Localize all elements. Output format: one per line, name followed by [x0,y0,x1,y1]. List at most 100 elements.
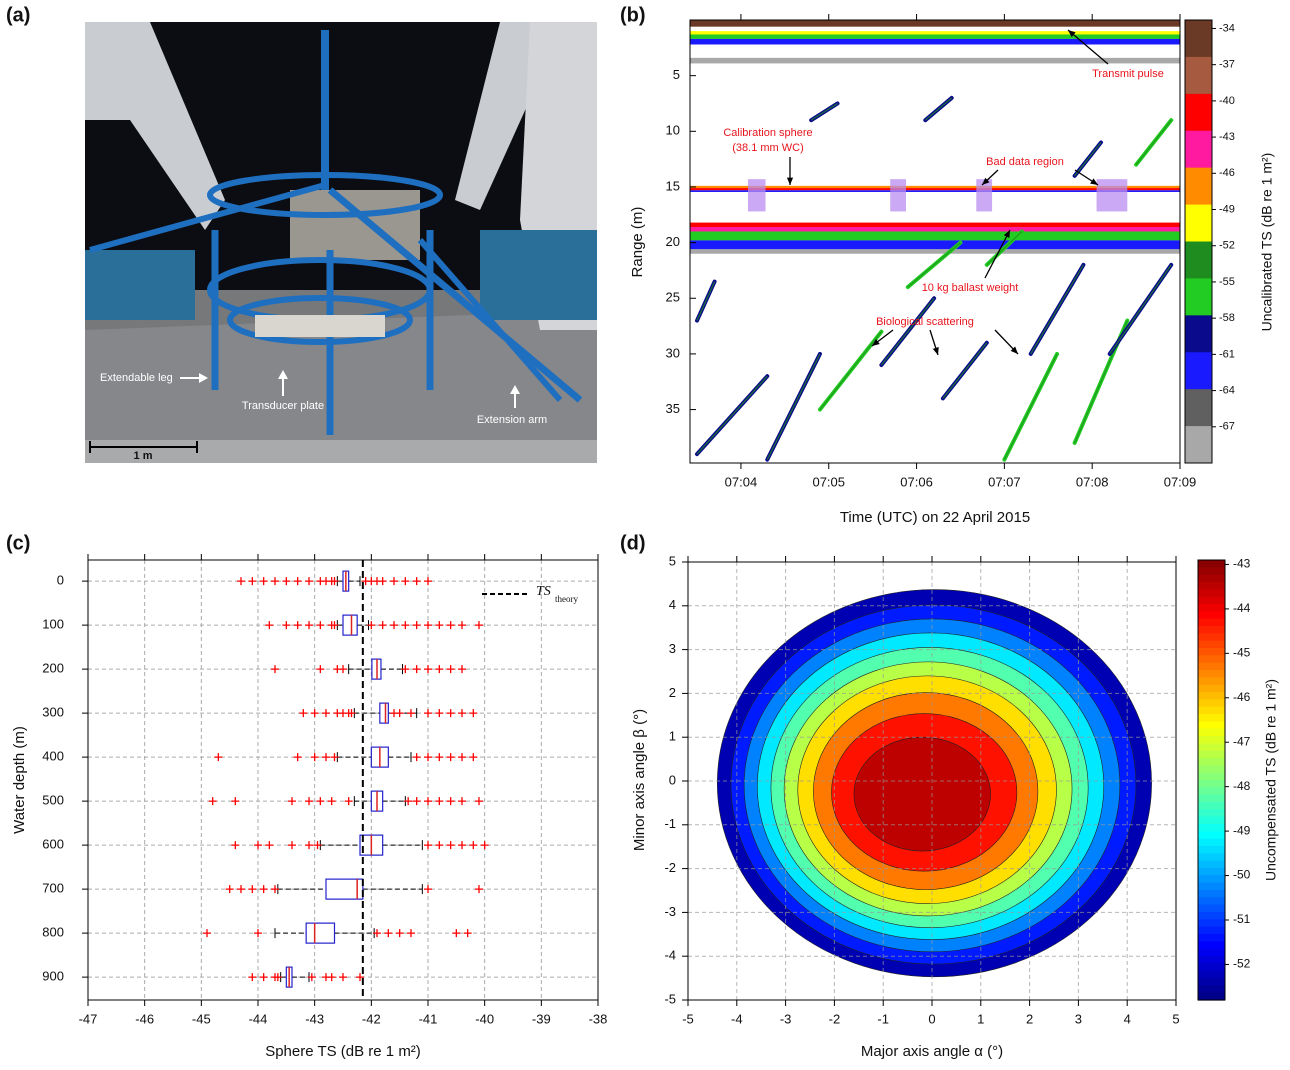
colorbar-tick-label: -34 [1219,22,1235,34]
x-tick-label: 4 [1124,1011,1131,1026]
y-tick-label: -1 [664,816,676,831]
outlier [412,753,421,762]
colorbar-slice [1198,802,1225,810]
outlier [458,709,466,718]
colorbar-slice [1198,897,1225,906]
echo-band [690,222,1180,228]
annotation-arrowhead [1090,178,1098,185]
colorbar-slice [1198,736,1225,744]
y-tick-label: 0 [57,573,64,588]
colorbar-tick-label: -37 [1219,59,1235,71]
panel-label: (c) [6,532,30,554]
outlier [259,973,268,982]
colorbar-tick-label: -49 [1233,823,1251,837]
y-tick-label: 35 [666,401,680,416]
outlier [259,577,268,586]
colorbar-slice [1198,743,1225,752]
y-tick-label: -2 [664,860,676,875]
colorbar-slice [1198,838,1225,847]
colorbar-slice [1198,589,1225,598]
x-tick-label: -44 [249,1011,268,1026]
colorbar-slice [1198,714,1225,722]
outlier [259,885,268,894]
outlier [273,973,282,982]
annotation-arrowhead [872,339,880,346]
x-tick-label: -47 [79,1011,98,1026]
colorbar-slice [1198,992,1225,1001]
colorbar-tick-label: -49 [1219,203,1235,215]
colorbar-tick-label: -58 [1219,312,1235,324]
outlier [446,841,455,850]
fish-track-core [1030,264,1084,355]
annotation-arrow [984,229,1011,279]
annotation-arrowhead [932,347,939,355]
outlier [458,753,466,762]
colorbar-slice [1198,699,1225,708]
y-axis-title: Minor axis angle β (°) [631,709,648,851]
outlier [288,841,296,850]
colorbar-tick-label: -51 [1233,912,1251,926]
x-tick-label: -5 [682,1011,694,1026]
colorbar-swatch [1185,352,1212,390]
x-tick-label: -38 [589,1011,608,1026]
outlier [469,709,478,718]
x-tick-label: -4 [731,1011,743,1026]
colorbar-slice [1198,728,1225,737]
outlier [310,753,319,762]
x-tick-label: 1 [977,1011,984,1026]
colorbar-slice [1198,662,1225,671]
colorbar-tick-label: -46 [1233,690,1251,704]
outlier [237,577,245,586]
colorbar-slice [1198,868,1225,876]
y-tick-label: 30 [666,345,680,360]
colorbar-swatch [1185,315,1212,353]
y-tick-label: 5 [669,553,676,568]
colorbar-slice [1198,919,1225,928]
outlier [367,621,376,630]
colorbar-slice [1198,846,1225,854]
outlier [378,621,387,630]
annotation-arrowhead [1068,30,1076,38]
outlier [424,841,432,850]
colorbar-tick-label: -61 [1219,348,1235,360]
outlier [322,753,330,762]
x-tick-label: 2 [1026,1011,1033,1026]
outlier [305,577,313,586]
colorbar-tick-label: -48 [1233,779,1251,793]
colorbar-slice [1198,721,1225,730]
y-tick-label: 700 [42,881,64,896]
outlier [412,621,421,630]
colorbar-slice [1198,853,1225,862]
x-axis-title: Major axis angle α (°) [861,1043,1003,1060]
x-tick-label: 07:06 [900,474,933,489]
x-tick-label: 07:04 [725,474,758,489]
outlier [237,885,245,894]
annotation-arrowhead [786,177,794,185]
colorbar-slice [1198,912,1225,920]
outlier [339,665,347,674]
y-tick-label: 15 [666,178,680,193]
colorbar-slice [1198,765,1225,774]
colorbar-swatch [1185,167,1212,206]
outlier [412,797,421,806]
outlier [330,577,339,586]
colorbar-slice [1198,831,1225,840]
outlier [435,709,444,718]
outlier [327,973,336,982]
panel-label: (b) [620,4,646,26]
y-tick-label: 900 [42,969,64,984]
x-tick-label: -40 [475,1011,494,1026]
colorbar-tick-label: -67 [1219,421,1235,433]
colorbar-swatch [1185,20,1212,58]
outlier [271,665,279,674]
annotation: 10 kg ballast weight [922,282,1019,294]
y-axis-title: Water depth (m) [11,726,28,834]
outlier [322,709,330,718]
colorbar-slice [1198,670,1225,678]
colorbar-slice [1198,824,1225,832]
colorbar-slice [1198,655,1225,664]
outlier [475,621,483,630]
annotation-arrowhead [982,177,990,185]
x-tick-label: 07:08 [1076,474,1109,489]
plot-frame [87,559,599,1001]
